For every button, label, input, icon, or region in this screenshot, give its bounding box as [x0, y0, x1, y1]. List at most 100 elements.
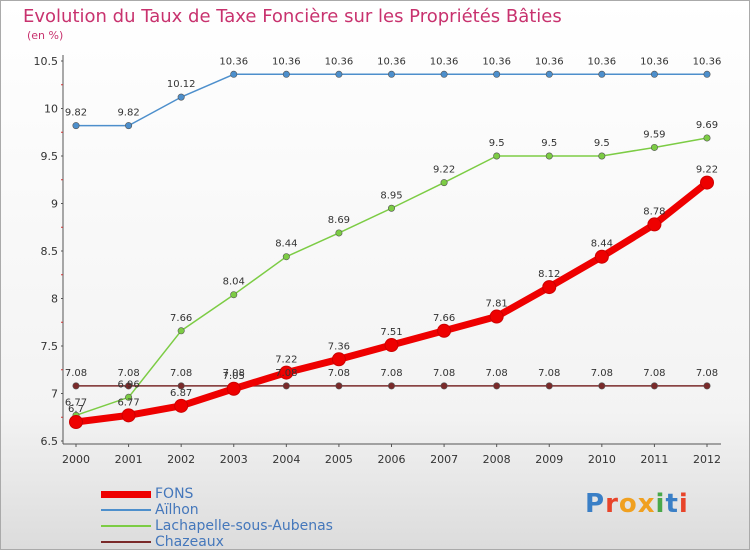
data-point: [493, 152, 501, 160]
legend-label: Chazeaux: [155, 534, 224, 550]
data-label: 7.81: [486, 299, 508, 310]
logo-letter: i: [678, 489, 689, 519]
y-tick-label: 8.5: [41, 245, 59, 258]
data-point: [282, 382, 290, 390]
data-point: [542, 280, 557, 295]
logo-letter: x: [637, 489, 656, 519]
data-label: 7.08: [275, 368, 297, 379]
data-point: [174, 398, 189, 413]
data-label: 9.82: [117, 108, 139, 119]
data-label: 7.08: [486, 368, 508, 379]
data-label: 10.36: [430, 56, 459, 67]
data-label: 10.36: [640, 56, 669, 67]
legend-swatch: [101, 541, 151, 543]
x-tick-label: 2007: [430, 453, 458, 466]
data-point: [647, 217, 662, 232]
data-label: 7.08: [433, 368, 455, 379]
data-label: 8.95: [380, 190, 402, 201]
legend-label: FONS: [155, 486, 194, 502]
data-label: 9.22: [433, 165, 455, 176]
data-point: [440, 70, 448, 78]
data-point: [282, 70, 290, 78]
logo-letter: t: [665, 489, 679, 519]
x-tick-label: 2006: [378, 453, 406, 466]
data-point: [125, 122, 133, 130]
data-point: [72, 382, 80, 390]
data-point: [387, 204, 395, 212]
x-tick-label: 2003: [220, 453, 248, 466]
data-point: [700, 175, 714, 190]
y-tick-label: 8: [51, 293, 58, 306]
y-tick-label: 10: [44, 103, 58, 116]
data-point: [279, 365, 294, 380]
data-label: 10.36: [535, 56, 564, 67]
series-chazeaux: [72, 382, 711, 390]
data-label: 9.5: [489, 138, 505, 149]
data-label: 7.22: [275, 355, 297, 366]
data-label: 9.82: [65, 108, 87, 119]
data-point: [69, 415, 83, 429]
data-label: 9.22: [696, 165, 718, 176]
data-label: 6.77: [117, 397, 139, 408]
logo-letter: P: [585, 489, 606, 519]
data-label: 7.08: [65, 368, 87, 379]
y-tick-label: 7.5: [41, 340, 59, 353]
y-tick-label: 10.5: [34, 55, 59, 68]
data-label: 7.66: [433, 313, 455, 324]
y-tick-label: 7: [51, 388, 58, 401]
data-point: [493, 70, 501, 78]
x-tick-label: 2005: [325, 453, 353, 466]
data-point: [331, 352, 346, 367]
data-label: 8.44: [591, 239, 613, 250]
chart-subtitle: (en %): [27, 29, 64, 42]
legend-label: Aïlhon: [155, 502, 199, 518]
data-label: 10.36: [693, 56, 722, 67]
data-point: [387, 382, 395, 390]
data-label: 7.05: [223, 371, 245, 382]
data-point: [703, 134, 711, 142]
series-fons: [69, 175, 714, 429]
series-layer: [69, 70, 714, 429]
data-point: [335, 70, 343, 78]
x-tick-label: 2011: [640, 453, 668, 466]
data-point: [72, 122, 80, 130]
x-tick-label: 2010: [588, 453, 616, 466]
legend-label: Lachapelle-sous-Aubenas: [155, 518, 333, 534]
x-tick-label: 2001: [115, 453, 143, 466]
legend-swatch: [101, 490, 151, 498]
data-label: 7.08: [223, 368, 245, 379]
data-point: [545, 382, 553, 390]
data-labels-layer: 9.82 9.82 10.12 10.36 10.36 10.36 10.36 10.36 10…: [65, 56, 721, 415]
x-tick-label: 2004: [272, 453, 300, 466]
data-point: [437, 323, 452, 338]
data-point: [598, 382, 606, 390]
data-point: [703, 382, 711, 390]
legend-item: Aïlhon: [101, 502, 333, 518]
legend-swatch: [101, 525, 151, 527]
data-label: 9.5: [541, 138, 557, 149]
data-point: [177, 327, 185, 335]
legend-swatch: [101, 509, 151, 511]
data-label: 8.04: [223, 277, 245, 288]
data-label: 7.51: [380, 327, 402, 338]
proxiti-logo: Proxiti: [585, 489, 689, 519]
data-point: [493, 382, 501, 390]
data-label: 7.66: [170, 313, 192, 324]
data-point: [121, 408, 136, 423]
x-tick-label: 2000: [62, 453, 90, 466]
data-label: 10.12: [167, 79, 196, 90]
data-point: [335, 229, 343, 237]
chart-title: Evolution du Taux de Taxe Foncière sur l…: [23, 6, 562, 27]
data-label: 6.7: [68, 404, 84, 415]
data-point: [387, 70, 395, 78]
data-label: 8.44: [275, 239, 297, 250]
data-label: 10.36: [588, 56, 617, 67]
data-point: [230, 291, 238, 299]
data-label: 7.08: [643, 368, 665, 379]
data-point: [545, 70, 553, 78]
x-tick-label: 2009: [535, 453, 563, 466]
logo-letter: r: [605, 489, 619, 519]
series-a-lhon: [72, 70, 711, 130]
data-label: 7.36: [328, 341, 350, 352]
